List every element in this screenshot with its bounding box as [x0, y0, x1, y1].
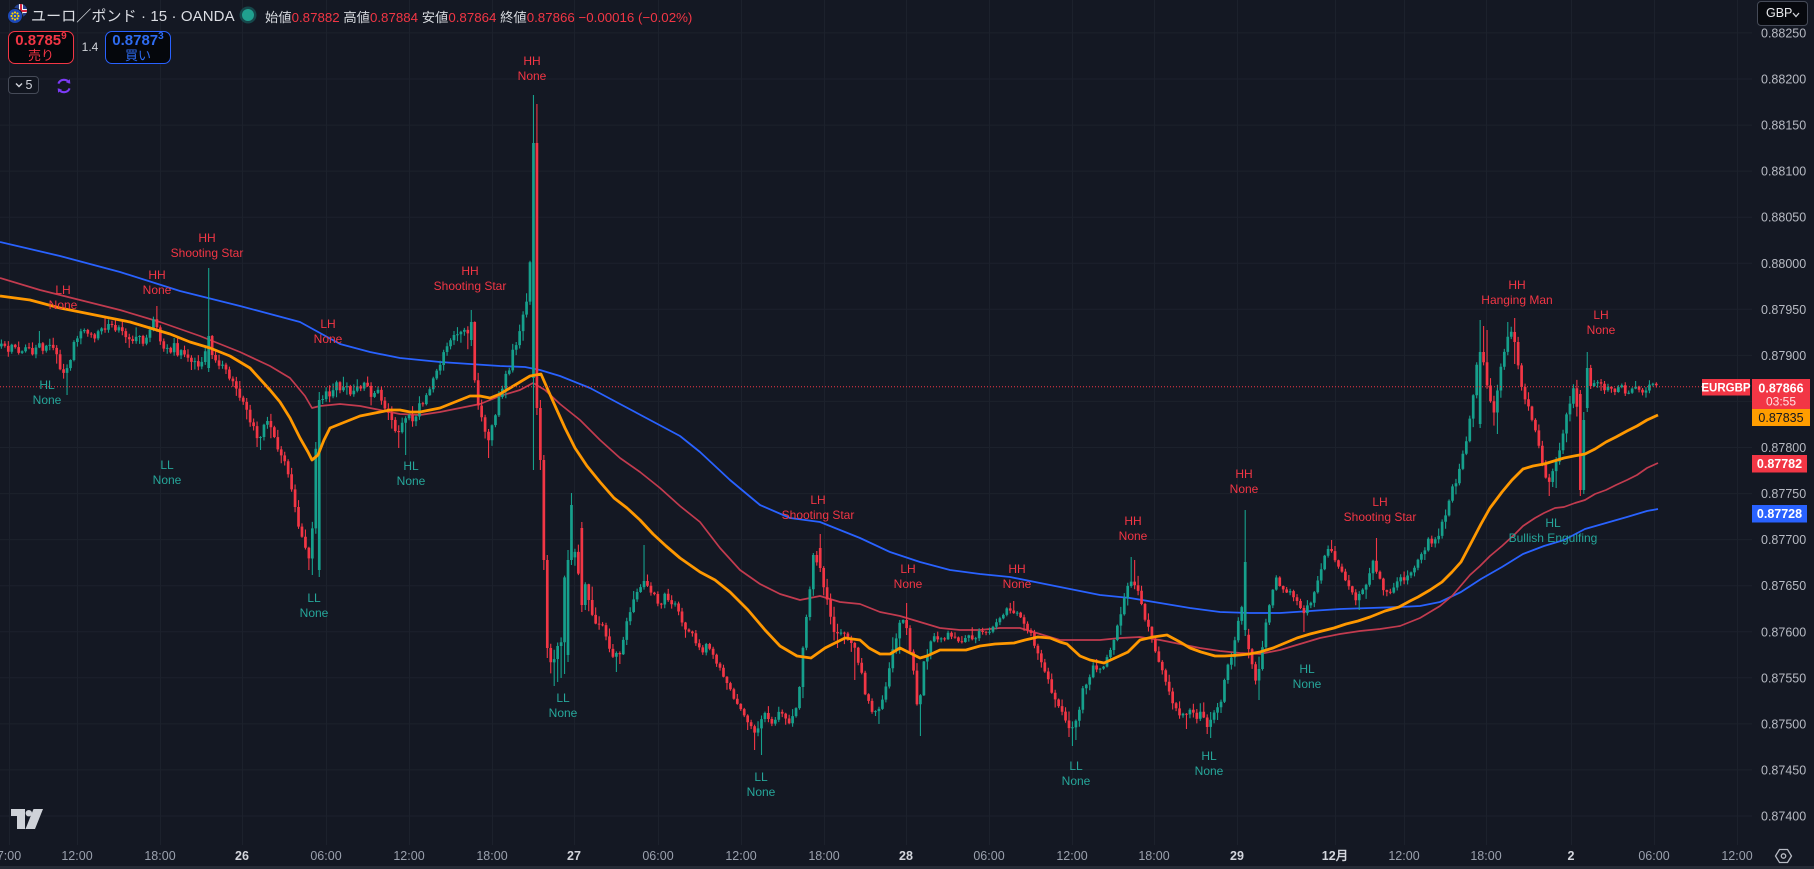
svg-text:18:00: 18:00	[1470, 849, 1501, 863]
svg-text:None: None	[894, 577, 923, 591]
svg-text:HH: HH	[198, 231, 215, 245]
svg-text:0.88050: 0.88050	[1761, 211, 1806, 225]
svg-text:12:00: 12:00	[393, 849, 424, 863]
svg-text:EURGBP: EURGBP	[1701, 383, 1751, 395]
svg-text:HH: HH	[523, 54, 540, 68]
svg-text:Bullish Engulfing: Bullish Engulfing	[1509, 531, 1598, 545]
svg-text:None: None	[1293, 677, 1322, 691]
svg-text:None: None	[314, 332, 343, 346]
svg-text:0.87500: 0.87500	[1761, 717, 1806, 731]
svg-text:0.87550: 0.87550	[1761, 671, 1806, 685]
svg-text:HH: HH	[1235, 467, 1252, 481]
svg-text:Shooting Star: Shooting Star	[434, 279, 507, 293]
svg-text:HH: HH	[1008, 562, 1025, 576]
svg-text:None: None	[747, 785, 776, 799]
svg-text:18:00: 18:00	[476, 849, 507, 863]
svg-text:18:00: 18:00	[1138, 849, 1169, 863]
svg-text:26: 26	[235, 849, 249, 863]
svg-text:None: None	[143, 283, 172, 297]
svg-text:12:00: 12:00	[1721, 849, 1752, 863]
svg-text:LH: LH	[1372, 495, 1387, 509]
svg-text:None: None	[1062, 774, 1091, 788]
svg-text:None: None	[518, 69, 547, 83]
svg-text:HL: HL	[1545, 516, 1561, 530]
svg-text:LH: LH	[55, 283, 70, 297]
svg-text:06:00: 06:00	[1638, 849, 1669, 863]
svg-text:LL: LL	[160, 458, 174, 472]
svg-text:27: 27	[567, 849, 581, 863]
svg-text:None: None	[1119, 529, 1148, 543]
svg-text:29: 29	[1230, 849, 1244, 863]
svg-text:06:00: 06:00	[973, 849, 1004, 863]
svg-text:LL: LL	[754, 770, 768, 784]
svg-text:None: None	[1230, 482, 1259, 496]
svg-text:0.87782: 0.87782	[1757, 457, 1802, 471]
svg-text:HL: HL	[39, 378, 55, 392]
svg-text:HH: HH	[1508, 278, 1525, 292]
svg-text:12:00: 12:00	[1056, 849, 1087, 863]
svg-text:None: None	[49, 298, 78, 312]
svg-text:LH: LH	[1593, 308, 1608, 322]
svg-text:None: None	[300, 606, 329, 620]
svg-text:0.88200: 0.88200	[1761, 73, 1806, 87]
svg-text:0.87650: 0.87650	[1761, 579, 1806, 593]
svg-text:0.87800: 0.87800	[1761, 441, 1806, 455]
svg-text:LL: LL	[1069, 759, 1083, 773]
svg-text:7:00: 7:00	[0, 849, 21, 863]
svg-text:LH: LH	[810, 493, 825, 507]
svg-text:LH: LH	[320, 317, 335, 331]
svg-text:18:00: 18:00	[808, 849, 839, 863]
svg-text:HL: HL	[1201, 749, 1217, 763]
svg-text:0.87835: 0.87835	[1758, 411, 1803, 425]
svg-text:06:00: 06:00	[642, 849, 673, 863]
svg-text:12:00: 12:00	[725, 849, 756, 863]
svg-text:LL: LL	[307, 591, 321, 605]
svg-text:Shooting Star: Shooting Star	[1344, 510, 1417, 524]
svg-text:12月: 12月	[1322, 849, 1348, 863]
svg-text:0.87700: 0.87700	[1761, 533, 1806, 547]
svg-text:HL: HL	[403, 459, 419, 473]
svg-text:0.87900: 0.87900	[1761, 349, 1806, 363]
svg-text:03:55: 03:55	[1766, 395, 1796, 409]
svg-text:06:00: 06:00	[310, 849, 341, 863]
svg-text:None: None	[153, 473, 182, 487]
svg-text:0.87866: 0.87866	[1758, 382, 1803, 396]
svg-text:0.87600: 0.87600	[1761, 625, 1806, 639]
svg-text:HH: HH	[461, 264, 478, 278]
svg-text:0.87750: 0.87750	[1761, 487, 1806, 501]
svg-text:0.88000: 0.88000	[1761, 257, 1806, 271]
svg-text:0.87450: 0.87450	[1761, 763, 1806, 777]
svg-text:2: 2	[1568, 849, 1575, 863]
svg-text:None: None	[1195, 764, 1224, 778]
svg-text:0.88100: 0.88100	[1761, 165, 1806, 179]
svg-text:0.88250: 0.88250	[1761, 26, 1806, 40]
svg-text:0.87400: 0.87400	[1761, 810, 1806, 824]
svg-text:LL: LL	[556, 691, 570, 705]
svg-text:HL: HL	[1299, 662, 1315, 676]
svg-text:None: None	[549, 706, 578, 720]
svg-text:18:00: 18:00	[144, 849, 175, 863]
svg-text:Shooting Star: Shooting Star	[782, 508, 855, 522]
svg-text:LH: LH	[900, 562, 915, 576]
svg-text:None: None	[1003, 577, 1032, 591]
svg-text:12:00: 12:00	[1388, 849, 1419, 863]
svg-text:None: None	[1587, 323, 1616, 337]
svg-text:HH: HH	[1124, 514, 1141, 528]
svg-text:12:00: 12:00	[61, 849, 92, 863]
svg-text:0.87950: 0.87950	[1761, 303, 1806, 317]
svg-text:0.87728: 0.87728	[1757, 507, 1802, 521]
svg-text:0.88150: 0.88150	[1761, 119, 1806, 133]
svg-text:Shooting Star: Shooting Star	[171, 246, 244, 260]
svg-text:None: None	[397, 474, 426, 488]
svg-text:HH: HH	[148, 268, 165, 282]
svg-text:None: None	[33, 393, 62, 407]
svg-text:Hanging Man: Hanging Man	[1481, 293, 1552, 307]
svg-text:28: 28	[899, 849, 913, 863]
